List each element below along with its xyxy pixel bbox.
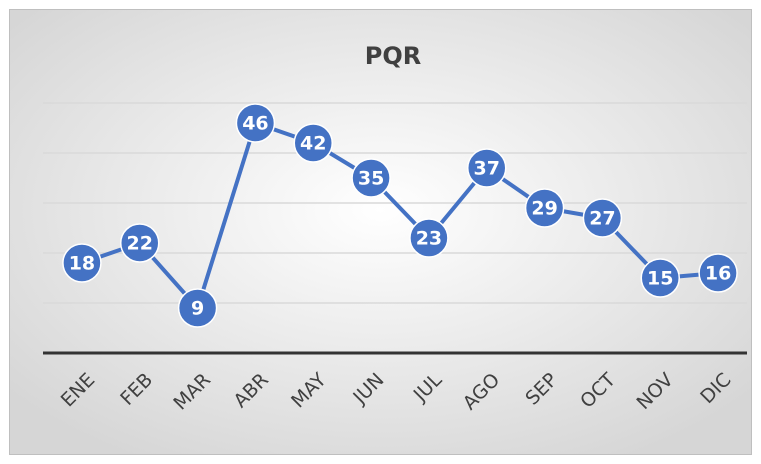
data-point bbox=[467, 148, 507, 188]
data-point bbox=[120, 223, 160, 263]
data-point bbox=[409, 218, 449, 258]
data-label: 42 bbox=[300, 133, 326, 155]
data-point bbox=[293, 123, 333, 163]
data-label: 46 bbox=[242, 113, 268, 135]
data-label: 23 bbox=[416, 228, 442, 250]
data-point bbox=[62, 243, 102, 283]
data-label: 35 bbox=[358, 168, 384, 190]
data-point bbox=[524, 188, 565, 228]
data-label: 15 bbox=[647, 268, 673, 290]
chart-title: PQR bbox=[365, 42, 421, 70]
data-label: 9 bbox=[191, 298, 204, 320]
data-point bbox=[235, 103, 276, 143]
data-label: 27 bbox=[589, 208, 615, 230]
data-point bbox=[351, 158, 391, 198]
data-label: 18 bbox=[69, 253, 95, 275]
data-label: 16 bbox=[705, 263, 731, 285]
data-label: 22 bbox=[127, 233, 153, 255]
data-label: 37 bbox=[474, 158, 500, 180]
data-point bbox=[582, 198, 623, 238]
data-point bbox=[698, 253, 738, 293]
data-label: 29 bbox=[531, 198, 557, 220]
data-point bbox=[177, 288, 218, 328]
data-point bbox=[640, 258, 680, 298]
